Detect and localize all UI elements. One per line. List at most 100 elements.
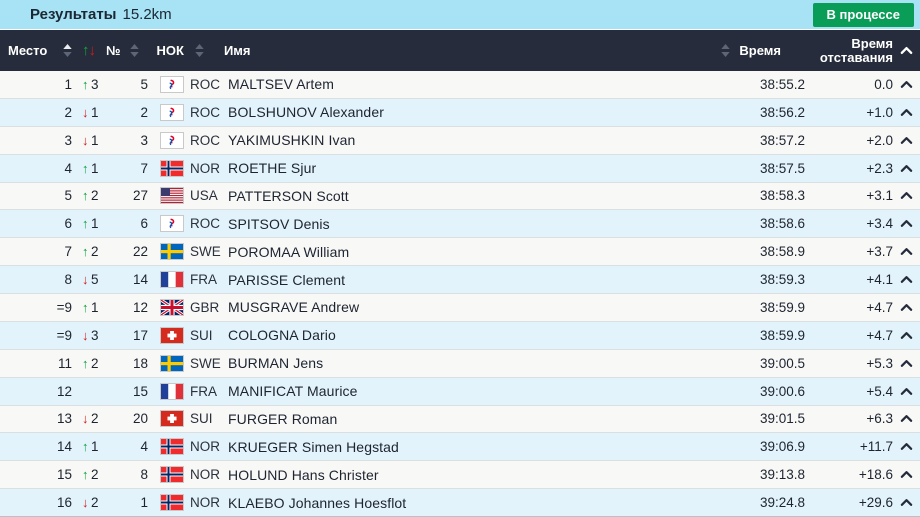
rank-change-value: 2 <box>91 244 99 260</box>
column-noc[interactable]: НОК <box>157 43 204 58</box>
place-cell: 4 <box>64 160 72 176</box>
table-row: 3 ↓ 1 3 ROC YAKIMUSHKIN Ivan 38:57.2 +2.… <box>0 125 920 154</box>
rank-change-value: 3 <box>91 76 99 92</box>
sort-ascending-icon[interactable] <box>893 46 920 55</box>
status-button[interactable]: В процессе <box>812 2 914 27</box>
row-expand-chevron-icon[interactable] <box>893 108 920 117</box>
athlete-name: YAKIMUSHKIN Ivan <box>228 132 356 149</box>
noc-code: NOR <box>190 439 220 455</box>
bib-cell: 3 <box>140 132 148 148</box>
athlete-name: KLAEBO Johannes Hoesflot <box>228 494 407 511</box>
row-expand-chevron-icon[interactable] <box>893 442 920 451</box>
rank-change-arrow-icon: ↑ <box>82 355 89 371</box>
row-expand-chevron-icon[interactable] <box>893 191 920 200</box>
column-time-behind-label-line2: отставания <box>819 49 893 65</box>
column-time-behind[interactable]: Время отставания <box>793 36 893 65</box>
time-cell: 39:00.6 <box>759 383 805 399</box>
rank-change-value: 2 <box>91 188 99 204</box>
bib-cell: 1 <box>140 495 148 511</box>
results-table-body: 1 ↑ 3 5 ROC MALTSEV Artem 38:55.2 0.0 2 … <box>0 71 920 517</box>
place-cell: 8 <box>64 272 72 288</box>
bib-cell: 12 <box>132 299 148 315</box>
table-header: Место ↑ ↓ № НОК <box>0 30 920 71</box>
time-behind-cell: +2.3 <box>866 160 893 176</box>
noc-cell: FRA <box>160 382 228 400</box>
athlete-name: KRUEGER Simen Hegstad <box>228 438 399 455</box>
column-place[interactable]: Место <box>0 43 72 58</box>
table-row: 2 ↓ 1 2 ROC BOLSHUNOV Alexander 38:56.2 … <box>0 97 920 126</box>
row-expand-chevron-icon[interactable] <box>893 80 920 89</box>
place-cell: 16 <box>56 495 72 511</box>
time-behind-cell: +3.4 <box>866 216 893 232</box>
time-cell: 38:55.2 <box>759 76 805 92</box>
row-expand-chevron-icon[interactable] <box>893 414 920 423</box>
time-cell: 38:59.9 <box>759 327 805 343</box>
bib-cell: 6 <box>140 216 148 232</box>
table-row: 7 ↑ 2 22 SWE POROMAA William 38:58.9 +3.… <box>0 237 920 266</box>
rank-change-cell: ↓ 2 <box>72 411 118 426</box>
noc-code: GBR <box>190 299 220 315</box>
noc-code: ROC <box>190 104 220 120</box>
bib-cell: 17 <box>132 327 148 343</box>
row-expand-chevron-icon[interactable] <box>893 387 920 396</box>
row-expand-chevron-icon[interactable] <box>893 247 920 256</box>
noc-code: ROC <box>190 76 220 92</box>
time-cell: 39:01.5 <box>759 411 805 427</box>
rank-change-arrow-icon: ↑ <box>82 467 89 483</box>
row-expand-chevron-icon[interactable] <box>893 219 920 228</box>
column-time-label: Время <box>739 43 781 58</box>
time-behind-cell: +3.7 <box>866 244 893 260</box>
row-expand-chevron-icon[interactable] <box>893 303 920 312</box>
time-behind-cell: +4.1 <box>866 272 893 288</box>
header-bar: Результаты 15.2km В процессе <box>0 0 920 30</box>
row-expand-chevron-icon[interactable] <box>893 275 920 284</box>
bib-cell: 4 <box>140 439 148 455</box>
noc-code: SWE <box>190 244 221 260</box>
noc-code: NOR <box>190 467 220 483</box>
time-cell: 38:59.9 <box>759 299 805 315</box>
place-cell: 5 <box>64 188 72 204</box>
time-behind-cell: +11.7 <box>859 439 893 455</box>
rank-change-value: 2 <box>91 495 99 511</box>
row-expand-chevron-icon[interactable] <box>893 359 920 368</box>
bib-cell: 27 <box>132 188 148 204</box>
sort-icon[interactable] <box>721 44 731 57</box>
sort-icon[interactable] <box>195 44 204 57</box>
rank-change-cell: ↓ 2 <box>72 495 118 510</box>
row-expand-chevron-icon[interactable] <box>893 331 920 340</box>
row-expand-chevron-icon[interactable] <box>893 498 920 507</box>
time-behind-cell: +5.4 <box>866 383 893 399</box>
time-behind-cell: +6.3 <box>866 411 893 427</box>
time-behind-cell: +1.0 <box>866 104 893 120</box>
sort-icon[interactable] <box>129 44 139 57</box>
time-cell: 38:59.3 <box>759 272 805 288</box>
noc-cell: USA <box>160 187 228 205</box>
athlete-name: BURMAN Jens <box>228 355 324 372</box>
flag-roc-icon <box>160 75 184 93</box>
rank-change-sort[interactable]: ↑ ↓ <box>82 42 96 59</box>
up-arrow-icon: ↑ <box>82 42 90 59</box>
row-expand-chevron-icon[interactable] <box>893 470 920 479</box>
time-behind-cell: +3.1 <box>866 188 893 204</box>
column-time[interactable]: Время <box>721 43 781 58</box>
flag-usa-icon <box>160 187 184 205</box>
athlete-name: PARISSE Clement <box>228 271 346 288</box>
rank-change-value: 1 <box>91 216 99 232</box>
time-behind-cell: +29.6 <box>858 495 893 511</box>
rank-change-cell: ↑ 3 <box>72 77 118 92</box>
column-bib[interactable]: № <box>106 43 139 58</box>
row-expand-chevron-icon[interactable] <box>893 164 920 173</box>
place-cell: 12 <box>56 383 72 399</box>
flag-roc-icon <box>160 103 184 121</box>
column-name[interactable]: Имя <box>224 43 251 58</box>
rank-change-arrow-icon: ↓ <box>82 272 89 288</box>
flag-sui-icon <box>160 326 184 344</box>
noc-cell: SUI <box>160 326 228 344</box>
rank-change-cell: ↓ 1 <box>72 105 118 120</box>
place-cell: =9 <box>56 327 72 343</box>
sort-icon[interactable] <box>63 44 72 57</box>
place-cell: =9 <box>56 299 72 315</box>
row-expand-chevron-icon[interactable] <box>893 136 920 145</box>
flag-fra-icon <box>160 382 184 400</box>
